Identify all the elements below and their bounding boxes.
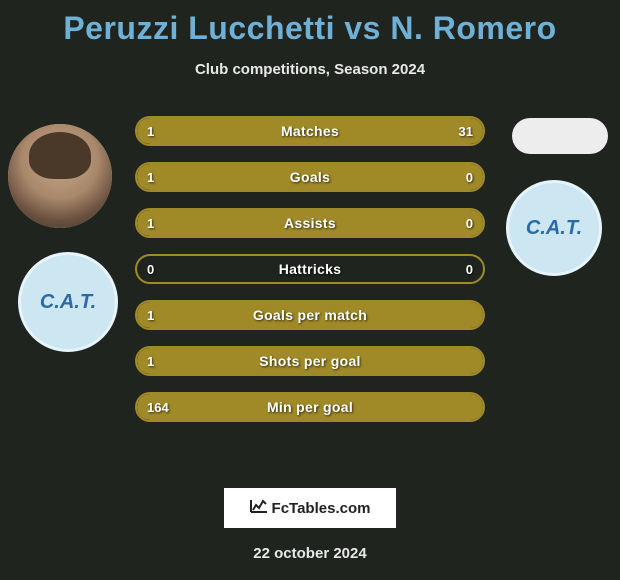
stat-row: 10Assists (135, 208, 485, 238)
footer-brand-text: FcTables.com (272, 500, 371, 517)
stat-label: Min per goal (137, 394, 483, 420)
stats-container: 131Matches 10Goals 10Assists 00Hattricks 1Go… (135, 116, 485, 422)
stat-label: Goals (137, 164, 483, 190)
player1-avatar (8, 124, 112, 228)
stat-label: Matches (137, 118, 483, 144)
player2-club-badge: C.A.T. (506, 180, 602, 276)
stat-label: Hattricks (137, 256, 483, 282)
club-badge-text: C.A.T. (40, 291, 96, 314)
vs-label: vs (344, 10, 381, 46)
player1-face-placeholder (8, 124, 112, 228)
subtitle: Club competitions, Season 2024 (0, 61, 620, 78)
footer-brand-box: FcTables.com (224, 488, 396, 528)
stat-label: Assists (137, 210, 483, 236)
club-badge-text: C.A.T. (526, 217, 582, 240)
stat-row: 131Matches (135, 116, 485, 146)
stat-row: 00Hattricks (135, 254, 485, 284)
comparison-title: Peruzzi Lucchetti vs N. Romero (0, 0, 620, 47)
stat-row: 1Shots per goal (135, 346, 485, 376)
player2-avatar-placeholder (512, 118, 608, 154)
date-label: 22 october 2024 (0, 545, 620, 562)
player2-name: N. Romero (390, 10, 556, 46)
stat-label: Shots per goal (137, 348, 483, 374)
chart-icon (250, 499, 268, 518)
stat-label: Goals per match (137, 302, 483, 328)
player1-name: Peruzzi Lucchetti (63, 10, 335, 46)
stat-row: 164Min per goal (135, 392, 485, 422)
stat-row: 1Goals per match (135, 300, 485, 330)
player1-club-badge: C.A.T. (18, 252, 118, 352)
stat-row: 10Goals (135, 162, 485, 192)
